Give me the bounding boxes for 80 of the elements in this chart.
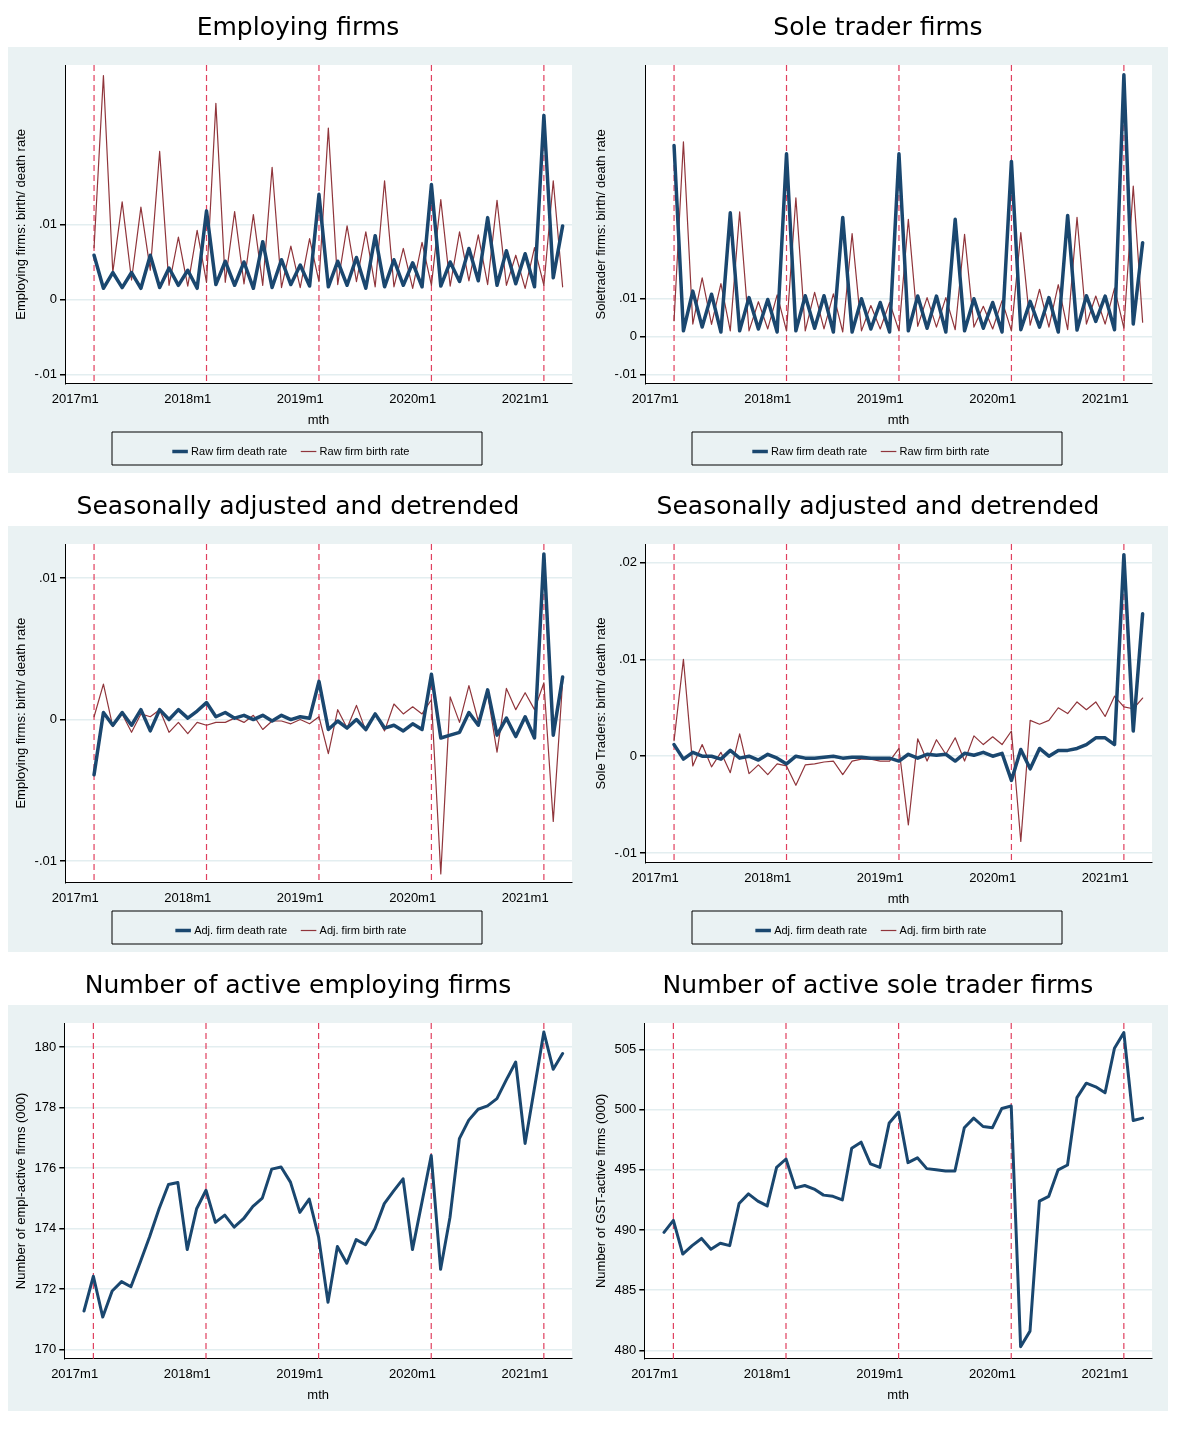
x-tick-label: 2019m1: [276, 391, 324, 407]
y-tick-label: 176: [34, 1159, 57, 1175]
legend-label: Raw firm birth rate: [319, 444, 410, 457]
y-tick-label: .01: [618, 650, 637, 666]
x-axis-title: mth: [887, 1386, 909, 1402]
legend-label: Adj. firm death rate: [194, 923, 288, 936]
y-tick-label: 0: [629, 328, 637, 344]
x-tick-label: 2021m1: [501, 1366, 549, 1382]
y-tick-label: -.01: [614, 365, 637, 381]
y-axis-title: Number of GST-active firms (000): [593, 1093, 609, 1289]
x-tick-label: 2018m1: [744, 391, 792, 407]
legend-label: Raw firm death rate: [191, 444, 288, 457]
y-tick-label: 485: [614, 1281, 637, 1297]
x-tick-label: 2017m1: [51, 889, 99, 905]
x-tick-label: 2017m1: [631, 1366, 679, 1382]
y-tick-label: 180: [34, 1038, 57, 1054]
y-tick-label: 170: [34, 1341, 57, 1357]
y-tick-label: -.01: [34, 852, 57, 868]
legend-label: Adj. firm death rate: [774, 923, 868, 936]
y-axis-title: Number of empl-active firms (000): [13, 1092, 29, 1290]
y-tick-label: 172: [34, 1280, 57, 1296]
y-tick-label: 174: [34, 1220, 57, 1236]
chart-title: Sole trader firms: [772, 11, 984, 43]
x-tick-label: 2020m1: [389, 391, 437, 407]
x-tick-label: 2021m1: [1081, 391, 1129, 407]
y-tick-label: 480: [614, 1341, 637, 1357]
x-axis-title: mth: [887, 411, 910, 427]
chart-title: Number of active employing firms: [83, 969, 513, 1001]
legend-label: Raw firm death rate: [771, 444, 868, 457]
y-tick-label: 495: [614, 1161, 637, 1177]
x-tick-label: 2018m1: [163, 1366, 211, 1382]
y-tick-label: .01: [618, 290, 637, 306]
x-tick-label: 2017m1: [631, 870, 679, 886]
y-tick-label: .01: [38, 569, 57, 585]
y-axis-title: Sole Traders: birth/ death rate: [593, 617, 609, 790]
x-tick-label: 2019m1: [276, 889, 324, 905]
x-tick-label: 2019m1: [276, 1366, 324, 1382]
chart-title: Seasonally adjusted and detrended: [655, 490, 1101, 522]
x-tick-label: 2021m1: [501, 889, 549, 905]
x-axis-title: mth: [887, 890, 910, 906]
legend-label: Adj. firm birth rate: [899, 923, 987, 936]
y-tick-label: .01: [38, 215, 57, 231]
y-tick-label: -.01: [614, 844, 637, 860]
x-tick-label: 2020m1: [968, 1366, 1016, 1382]
legend-label: Adj. firm birth rate: [319, 923, 407, 936]
y-tick-label: 490: [614, 1221, 637, 1237]
y-tick-label: 0: [49, 291, 57, 307]
x-tick-label: 2018m1: [744, 870, 792, 886]
x-tick-label: 2020m1: [388, 1366, 436, 1382]
x-tick-label: 2021m1: [501, 391, 549, 407]
x-tick-label: 2019m1: [856, 870, 904, 886]
x-tick-label: 2019m1: [856, 391, 904, 407]
y-tick-label: 500: [614, 1101, 637, 1117]
y-tick-label: 178: [34, 1099, 57, 1115]
y-tick-label: -.01: [34, 366, 57, 382]
y-tick-label: 0: [629, 747, 637, 763]
y-tick-label: .02: [618, 553, 637, 569]
x-axis-title: mth: [307, 411, 330, 427]
chart-title: Seasonally adjusted and detrended: [75, 490, 521, 522]
x-tick-label: 2019m1: [856, 1366, 904, 1382]
chart-title: Employing firms: [195, 11, 401, 43]
x-tick-label: 2018m1: [164, 391, 212, 407]
x-tick-label: 2020m1: [969, 870, 1017, 886]
x-tick-label: 2018m1: [164, 889, 212, 905]
x-tick-label: 2021m1: [1081, 1366, 1129, 1382]
x-tick-label: 2017m1: [631, 391, 679, 407]
x-tick-label: 2017m1: [51, 391, 99, 407]
x-axis-title: mth: [307, 1386, 329, 1402]
y-axis-title: Employing firms: birth/ death rate: [13, 617, 29, 809]
y-tick-label: 505: [614, 1041, 637, 1057]
legend-label: Raw firm birth rate: [899, 444, 990, 457]
x-tick-label: 2017m1: [51, 1366, 99, 1382]
x-tick-label: 2018m1: [743, 1366, 791, 1382]
x-tick-label: 2021m1: [1081, 870, 1129, 886]
y-axis-title: Employing firms: birth/ death rate: [13, 129, 29, 320]
y-axis-title: Soletrader firms: birth/ death rate: [593, 129, 609, 320]
x-tick-label: 2020m1: [389, 889, 437, 905]
x-tick-label: 2020m1: [969, 391, 1017, 407]
y-tick-label: 0: [49, 711, 57, 727]
chart-title: Number of active sole trader firms: [661, 969, 1095, 1001]
